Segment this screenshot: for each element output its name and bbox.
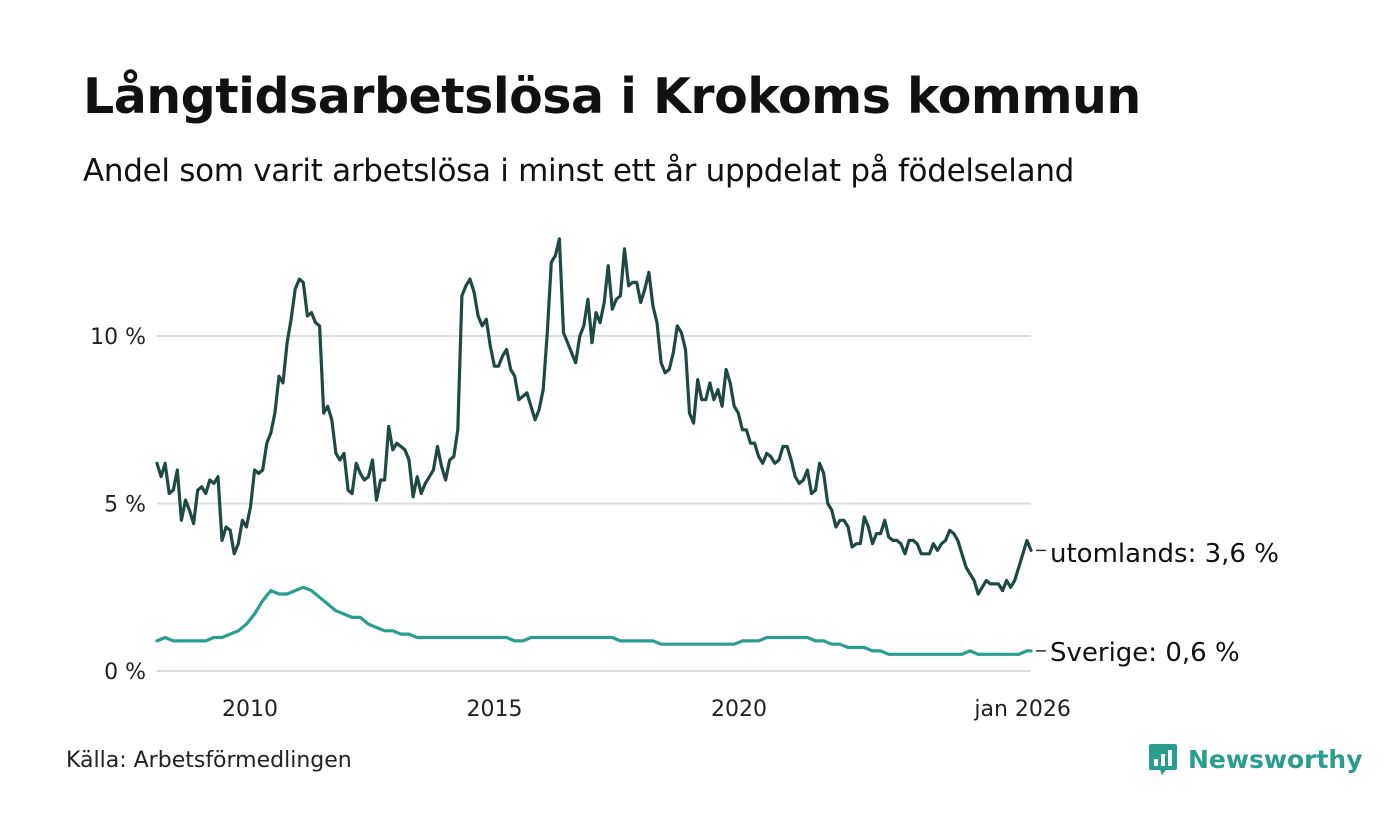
y-axis-ticks: 0 % 5 % 10 % [90,325,146,685]
bar-chart-icon [1149,744,1177,775]
line-chart: 0 % 5 % 10 % 2010 2015 2020 jan 2026 utomland… [90,237,1279,722]
brand-name: Newsworthy [1188,744,1363,774]
series-line-sverige [155,585,1033,656]
end-label-sverige: Sverige: 0,6 % [1050,638,1240,668]
series-end-labels: utomlands: 3,6 % Sverige: 0,6 % [1036,539,1279,668]
x-axis-ticks: 2010 2015 2020 jan 2026 [222,697,1071,722]
brand-logo[interactable]: Newsworthy [1148,742,1363,776]
source-note: Källa: Arbetsförmedlingen [66,748,352,773]
x-tick-label-2015: 2015 [467,697,523,722]
chart-title: Långtidsarbetslösa i Krokoms kommun [83,68,1141,125]
grid-lines [157,335,1031,672]
y-tick-label-0: 0 % [104,660,146,685]
series-line-utomlands [155,237,1033,596]
end-label-utomlands: utomlands: 3,6 % [1050,539,1279,569]
y-tick-label-5: 5 % [104,493,146,518]
x-tick-label-jan-2026: jan 2026 [973,697,1071,722]
series-lines [155,237,1033,656]
y-tick-label-10: 10 % [90,325,146,350]
chart-subtitle: Andel som varit arbetslösa i minst ett å… [83,153,1075,189]
x-tick-label-2010: 2010 [222,697,278,722]
x-tick-label-2020: 2020 [711,697,767,722]
